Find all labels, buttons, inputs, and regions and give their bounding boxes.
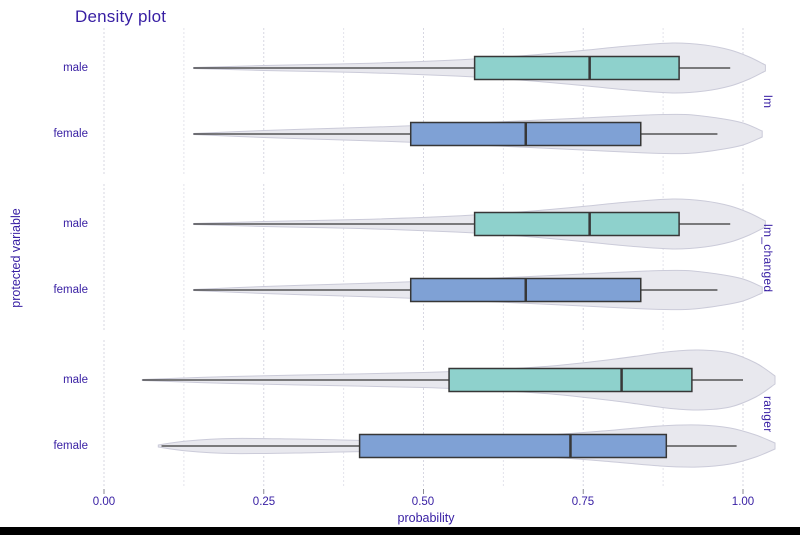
x-tick-label-0.75: 0.75 [571,496,595,508]
bottom-edge-bar [0,527,800,535]
category-label-lm-female: female [53,128,88,140]
facet-strip-lm: lm [761,95,775,109]
category-label-lm-changed-male: male [63,218,88,230]
category-label-lm-male: male [63,62,88,74]
x-tick-label-0.25: 0.25 [252,496,276,508]
x-axis-title: probability [397,511,455,525]
facet-strip-ranger: ranger [761,395,775,433]
facet-strip-lm-changed: lm_changed [761,223,775,293]
plot-title: Density plot [75,7,167,26]
x-tick-label-0.50: 0.50 [411,496,435,508]
box-female-ranger [358,433,668,459]
box-male-lm_changed [473,211,680,237]
box-male-ranger [448,367,693,393]
category-label-lm-changed-female: female [53,284,88,296]
x-tick-label-0.00: 0.00 [92,496,116,508]
box-male-lm [473,55,680,81]
category-label-ranger-female: female [53,440,88,452]
x-tick-label-1.00: 1.00 [731,496,755,508]
category-label-ranger-male: male [63,374,88,386]
